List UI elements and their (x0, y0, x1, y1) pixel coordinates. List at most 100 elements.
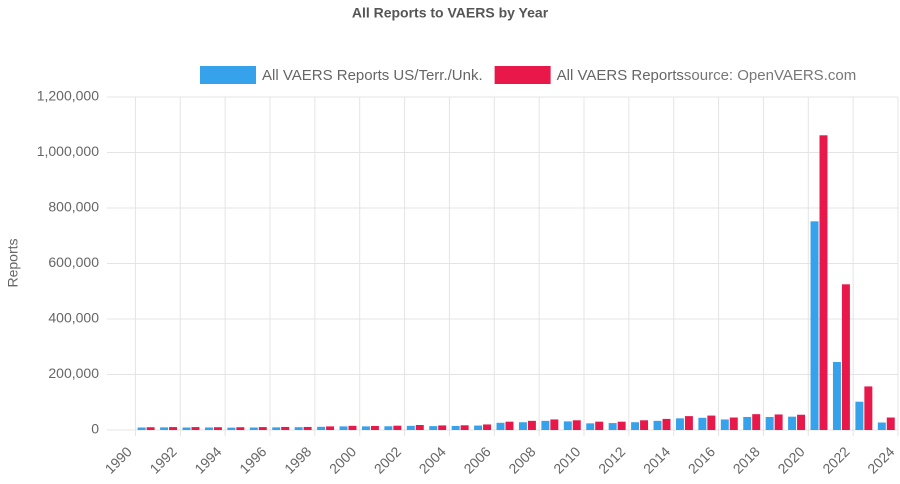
bar (236, 427, 245, 430)
bar (631, 422, 640, 430)
bar (662, 418, 671, 430)
x-tick-label: 2002 (371, 443, 404, 476)
x-tick-label: 2022 (819, 443, 852, 476)
bar (527, 420, 536, 430)
bar (698, 417, 707, 430)
x-tick-label: 2024 (864, 443, 897, 476)
x-tick-label: 2020 (774, 443, 807, 476)
bar (729, 417, 738, 430)
bar (541, 420, 550, 430)
bar (370, 425, 379, 430)
bar (339, 426, 348, 430)
x-tick-label: 2006 (460, 443, 493, 476)
bar (572, 420, 581, 430)
source-annotation: source: OpenVAERS.com (684, 67, 856, 84)
bar (213, 427, 222, 430)
bar (505, 421, 514, 430)
bar (137, 427, 146, 430)
bar (586, 423, 595, 430)
bar (169, 427, 178, 430)
x-tick-label: 1996 (236, 443, 269, 476)
bar (160, 427, 169, 430)
x-tick-label: 2010 (550, 443, 583, 476)
bar (429, 426, 438, 430)
bar (326, 426, 335, 430)
bar (474, 425, 483, 430)
x-tick-label: 2012 (595, 443, 628, 476)
bar (393, 425, 402, 430)
legend-swatch (494, 66, 551, 84)
legend-label: All VAERS Reports (557, 67, 684, 84)
legend-label: All VAERS Reports US/Terr./Unk. (262, 67, 483, 84)
bar (438, 425, 447, 430)
bar (819, 135, 828, 431)
x-tick-label: 1992 (146, 443, 179, 476)
bar (496, 422, 505, 430)
bar (182, 427, 191, 430)
bar (743, 416, 752, 430)
bar (294, 427, 303, 430)
y-tick-label: 600,000 (48, 254, 99, 270)
bar (249, 427, 258, 430)
bar (774, 414, 783, 430)
x-tick-label: 2004 (416, 443, 449, 476)
bar (563, 421, 572, 430)
bar (608, 423, 617, 430)
bar (617, 421, 626, 430)
y-tick-label: 1,000,000 (37, 143, 99, 159)
y-tick-label: 800,000 (48, 199, 99, 215)
bar (877, 422, 886, 430)
bar (191, 427, 200, 430)
bar (272, 427, 281, 430)
bar (406, 425, 415, 430)
bar (810, 221, 819, 430)
bar (832, 362, 841, 430)
bar (258, 427, 267, 430)
bar (788, 416, 797, 430)
chart-title: All Reports to VAERS by Year (352, 5, 549, 21)
y-axis-label: Reports (5, 238, 21, 287)
bar (415, 425, 424, 430)
bar (640, 420, 649, 430)
bar (204, 427, 213, 430)
bar (146, 427, 155, 430)
bar (684, 416, 693, 430)
bar (653, 420, 662, 430)
legend-swatch (200, 66, 256, 84)
bar (460, 425, 469, 430)
bar (765, 416, 774, 430)
bar (348, 425, 357, 430)
bar (281, 426, 290, 430)
y-tick-label: 1,200,000 (37, 88, 99, 104)
bar (303, 426, 312, 430)
bar (707, 415, 716, 430)
bar (752, 414, 761, 430)
bar (317, 426, 326, 430)
x-tick-label: 1998 (281, 443, 314, 476)
bar (886, 417, 895, 430)
bar (483, 424, 492, 430)
bar (595, 421, 604, 430)
x-tick-label: 2018 (730, 443, 763, 476)
bar (451, 425, 460, 430)
y-tick-label: 200,000 (48, 365, 99, 381)
bar (675, 418, 684, 430)
bar (518, 422, 527, 430)
bar (855, 401, 864, 430)
bar (864, 386, 873, 430)
bar (361, 426, 370, 430)
bar (227, 427, 236, 430)
bar (550, 419, 559, 430)
x-tick-label: 2008 (505, 443, 538, 476)
bar (841, 284, 850, 430)
bar (797, 414, 806, 430)
x-tick-label: 1990 (102, 443, 135, 476)
x-tick-label: 1994 (191, 443, 224, 476)
x-tick-label: 2014 (640, 443, 673, 476)
y-tick-label: 0 (91, 421, 99, 437)
bar (384, 426, 393, 430)
bar (720, 419, 729, 430)
y-tick-label: 400,000 (48, 310, 99, 326)
x-tick-label: 2000 (326, 443, 359, 476)
